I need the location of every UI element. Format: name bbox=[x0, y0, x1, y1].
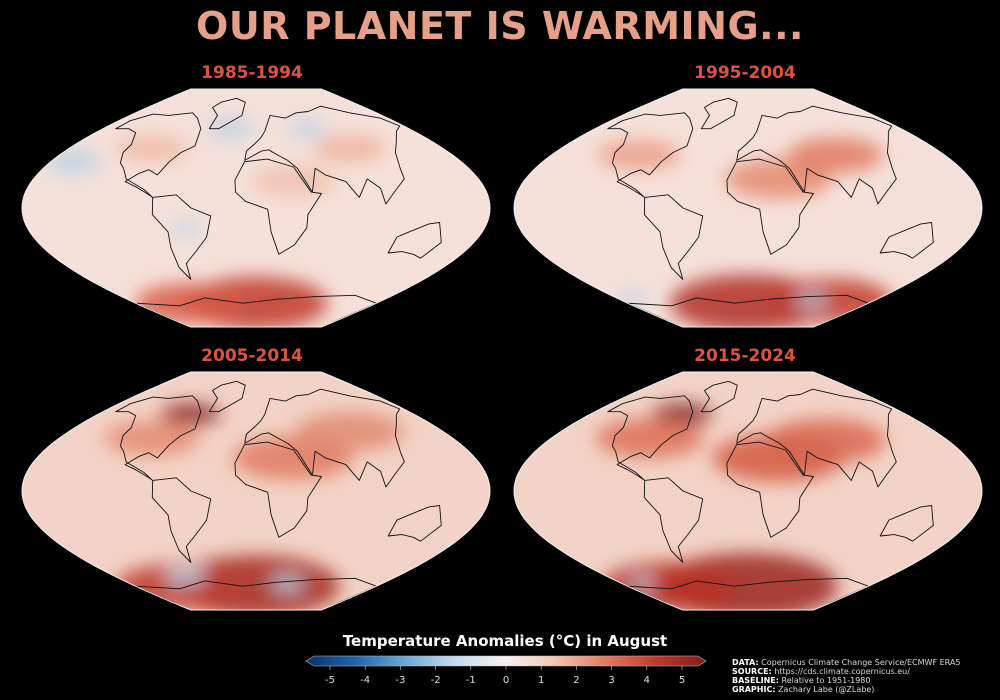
colorbar-tick-label: 3 bbox=[608, 675, 614, 686]
panel-title-3: 2005-2014 bbox=[201, 346, 303, 366]
colorbar-tick-label: 0 bbox=[503, 675, 509, 686]
coastline bbox=[879, 505, 934, 542]
warm-anomaly-region bbox=[116, 135, 189, 162]
coastline bbox=[234, 441, 322, 538]
map-outline bbox=[513, 371, 983, 611]
coastline bbox=[643, 194, 704, 280]
coastline bbox=[115, 395, 202, 481]
map-panel-1985-1994 bbox=[21, 88, 491, 328]
panel-title-4: 2015-2024 bbox=[694, 346, 796, 366]
colorbar-tick-label: -4 bbox=[360, 675, 370, 686]
colorbar-tick-label: -2 bbox=[431, 675, 441, 686]
coastline bbox=[627, 577, 869, 610]
coastline bbox=[387, 222, 442, 259]
colorbar-tick-label: 1 bbox=[538, 675, 544, 686]
coastline bbox=[607, 395, 694, 481]
credit-data: DATA: Copernicus Climate Change Service/… bbox=[732, 658, 961, 667]
credit-graphic: GRAPHIC: Zachary Labe (@ZLabe) bbox=[732, 685, 875, 694]
warm-anomaly-region bbox=[160, 403, 221, 426]
map-outline bbox=[21, 371, 491, 611]
cool-anomaly-region bbox=[166, 568, 207, 585]
coastline bbox=[736, 388, 897, 488]
map-panel-2015-2024 bbox=[513, 371, 983, 611]
coastline bbox=[234, 158, 322, 255]
coastline bbox=[244, 388, 405, 488]
warm-anomaly-region bbox=[295, 411, 404, 452]
warm-anomaly-region bbox=[313, 135, 386, 162]
coastline bbox=[151, 477, 212, 563]
coastline bbox=[208, 97, 246, 130]
colorbar-tick-label: -5 bbox=[325, 675, 335, 686]
warm-anomaly-region bbox=[787, 137, 884, 173]
coastline bbox=[736, 105, 897, 205]
warm-anomaly-region bbox=[724, 159, 833, 199]
page-title: OUR PLANET IS WARMING... bbox=[196, 4, 804, 48]
cool-anomaly-region bbox=[170, 221, 203, 235]
warm-anomaly-region bbox=[251, 166, 336, 197]
map-outline bbox=[21, 88, 491, 328]
coastline bbox=[607, 112, 694, 198]
cool-anomaly-region bbox=[206, 119, 255, 139]
cool-anomaly-region bbox=[286, 120, 327, 137]
cool-anomaly-region bbox=[614, 291, 647, 305]
warm-anomaly-region bbox=[595, 418, 704, 458]
coastline bbox=[726, 441, 814, 538]
credit-baseline: BASELINE: Relative to 1951-1980 bbox=[732, 676, 871, 685]
warm-anomaly-region bbox=[596, 139, 681, 171]
colorbar-tick-label: 4 bbox=[644, 675, 650, 686]
cool-anomaly-region bbox=[271, 577, 304, 590]
coastline bbox=[700, 97, 738, 130]
coastline bbox=[244, 105, 405, 205]
colorbar-tick-label: 2 bbox=[573, 675, 579, 686]
colorbar-title: Temperature Anomalies (°C) in August bbox=[342, 632, 668, 650]
cool-anomaly-region bbox=[630, 578, 655, 589]
panel-title-1: 1985-1994 bbox=[201, 63, 303, 83]
warm-anomaly-region bbox=[765, 418, 886, 463]
coastline bbox=[135, 294, 377, 327]
coastline bbox=[151, 194, 212, 280]
coastline bbox=[115, 112, 202, 198]
cool-anomaly-region bbox=[45, 150, 102, 173]
colorbar-tick-label: -1 bbox=[466, 675, 476, 686]
panel-title-2: 1995-2004 bbox=[694, 63, 796, 83]
coastline bbox=[627, 294, 869, 327]
colorbar-fill bbox=[305, 655, 707, 667]
coastline bbox=[208, 380, 246, 413]
credit-source: SOURCE: https://cds.climate.copernicus.e… bbox=[732, 667, 910, 676]
colorbar: -5 -4 -3 -2 -1 0 1 2 3 4 5 bbox=[305, 655, 707, 686]
coastline bbox=[726, 158, 814, 255]
warm-anomaly-region bbox=[104, 420, 201, 456]
map-outline bbox=[513, 88, 983, 328]
coastline bbox=[700, 380, 738, 413]
colorbar-tick-label: -3 bbox=[395, 675, 405, 686]
coastline bbox=[643, 477, 704, 563]
coastline bbox=[135, 577, 377, 610]
map-panel-2005-2014 bbox=[21, 371, 491, 611]
map-panel-1995-2004 bbox=[513, 88, 983, 328]
credits-block: DATA: Copernicus Climate Change Service/… bbox=[732, 658, 960, 694]
coastline bbox=[387, 505, 442, 542]
coastline bbox=[879, 222, 934, 259]
colorbar-tick-label: 5 bbox=[679, 675, 685, 686]
